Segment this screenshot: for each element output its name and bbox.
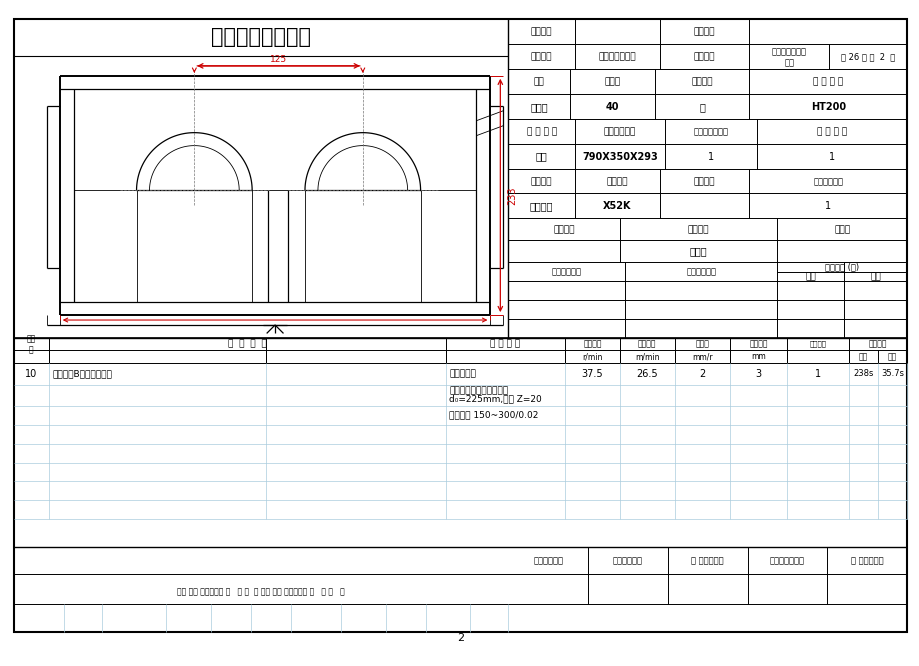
Text: 主轴转速: 主轴转速 [583, 340, 601, 348]
Text: d₀=225mm,齿数 Z=20: d₀=225mm,齿数 Z=20 [449, 395, 541, 404]
Text: 2: 2 [698, 369, 705, 379]
Text: mm/r: mm/r [691, 352, 711, 362]
Text: 790X350X293: 790X350X293 [582, 152, 657, 162]
Text: 专用铣夹具: 专用铣夹具 [449, 370, 476, 378]
Text: 切削液: 切削液 [834, 225, 849, 234]
Text: 单件: 单件 [869, 272, 880, 282]
Text: 粗铣顶面B达到图示要求: 粗铣顶面B达到图示要求 [52, 370, 112, 378]
Text: 同时加工件数: 同时加工件数 [812, 177, 843, 186]
Text: 工 艺 装 备: 工 艺 装 备 [490, 340, 520, 348]
Text: 游标卡尺 150~300/0.02: 游标卡尺 150~300/0.02 [449, 411, 539, 420]
Text: 夹具编号: 夹具编号 [552, 225, 574, 234]
Text: 进给量: 进给量 [695, 340, 709, 348]
Text: 零件图号: 零件图号 [693, 27, 715, 37]
Text: 3: 3 [754, 369, 761, 379]
Text: 产品名称: 产品名称 [530, 53, 551, 61]
Text: 铣: 铣 [698, 102, 704, 112]
Text: 切削深度: 切削深度 [748, 340, 766, 348]
Text: 设计（日期）: 设计（日期） [533, 556, 562, 565]
Text: 高速钢镶齿三面刃铣刀，: 高速钢镶齿三面刃铣刀， [449, 387, 508, 396]
Text: 校对（日期）: 校对（日期） [612, 556, 642, 565]
Text: 工序名称: 工序名称 [691, 77, 712, 87]
Text: 1: 1 [828, 152, 834, 162]
Text: 切削速度: 切削速度 [638, 340, 656, 348]
Text: 2: 2 [457, 633, 463, 643]
Text: 设备型号: 设备型号 [606, 177, 628, 186]
Text: 立式铣床: 立式铣床 [529, 201, 553, 211]
Text: 工序号: 工序号 [604, 77, 619, 87]
Text: 1: 1 [708, 152, 713, 162]
Text: 毛 坯 种 类: 毛 坯 种 类 [526, 127, 556, 136]
Text: 1: 1 [814, 369, 821, 379]
Text: 材 料 牌 号: 材 料 牌 号 [812, 77, 843, 87]
Text: 进给次数: 进给次数 [809, 340, 826, 347]
Text: 圆锥齿轮减速器: 圆锥齿轮减速器 [598, 53, 636, 61]
Text: m/min: m/min [634, 352, 659, 362]
Text: 125: 125 [269, 55, 287, 65]
Text: 40: 40 [605, 102, 618, 112]
Text: 会 签（日期）: 会 签（日期） [850, 556, 882, 565]
Text: 夹具名称: 夹具名称 [687, 225, 709, 234]
Text: 铸件: 铸件 [535, 152, 547, 162]
Text: 设备编号: 设备编号 [693, 177, 715, 186]
Text: 辅助: 辅助 [887, 352, 896, 362]
Text: 26.5: 26.5 [636, 369, 657, 379]
Text: 工位器具名称: 工位器具名称 [686, 268, 715, 276]
Text: r/min: r/min [582, 352, 602, 362]
Text: 共 26 页 第  2  页: 共 26 页 第 2 页 [840, 53, 894, 61]
Text: 标记 处数 更改文件号 签   字 日  期 标记 处数 更改文件号 签   字 日   期: 标记 处数 更改文件号 签 字 日 期 标记 处数 更改文件号 签 字 日 期 [177, 587, 345, 597]
Text: 准终: 准终 [804, 272, 815, 282]
Text: 机械加工工序卡片: 机械加工工序卡片 [210, 27, 311, 47]
Text: 设备名称: 设备名称 [530, 177, 551, 186]
Text: 毛坯外形尺寸: 毛坯外形尺寸 [603, 127, 635, 136]
Text: 233: 233 [506, 186, 516, 204]
Text: X52K: X52K [603, 201, 631, 211]
Text: 10: 10 [25, 369, 38, 379]
Text: 工位器具编号: 工位器具编号 [551, 268, 581, 276]
Text: 产品型号: 产品型号 [530, 27, 551, 37]
Text: 每毛坯可制件数: 每毛坯可制件数 [693, 127, 728, 136]
Text: 审 核（日期）: 审 核（日期） [690, 556, 723, 565]
Text: 每 台 件 数: 每 台 件 数 [816, 127, 846, 136]
Text: mm: mm [750, 352, 765, 362]
Text: 标准化（日期）: 标准化（日期） [769, 556, 804, 565]
Text: 35.7s: 35.7s [880, 370, 903, 378]
Text: 机加工: 机加工 [530, 102, 548, 112]
Text: 37.5: 37.5 [581, 369, 603, 379]
Text: 圆锥齿轮减速器
机座: 圆锥齿轮减速器 机座 [771, 47, 806, 67]
Text: 工步
号: 工步 号 [27, 334, 36, 354]
Text: 工  步  内  容: 工 步 内 容 [228, 340, 267, 348]
Text: 铣夹具: 铣夹具 [689, 246, 707, 256]
Text: HT200: HT200 [810, 102, 845, 112]
Text: 238s: 238s [853, 370, 873, 378]
Text: 工步工时: 工步工时 [868, 340, 886, 348]
Text: 车间: 车间 [533, 77, 544, 87]
Text: 零件名称: 零件名称 [693, 53, 715, 61]
Text: 工序工时 (分): 工序工时 (分) [824, 262, 858, 272]
Text: 1: 1 [824, 201, 831, 211]
Text: 机动: 机动 [858, 352, 868, 362]
